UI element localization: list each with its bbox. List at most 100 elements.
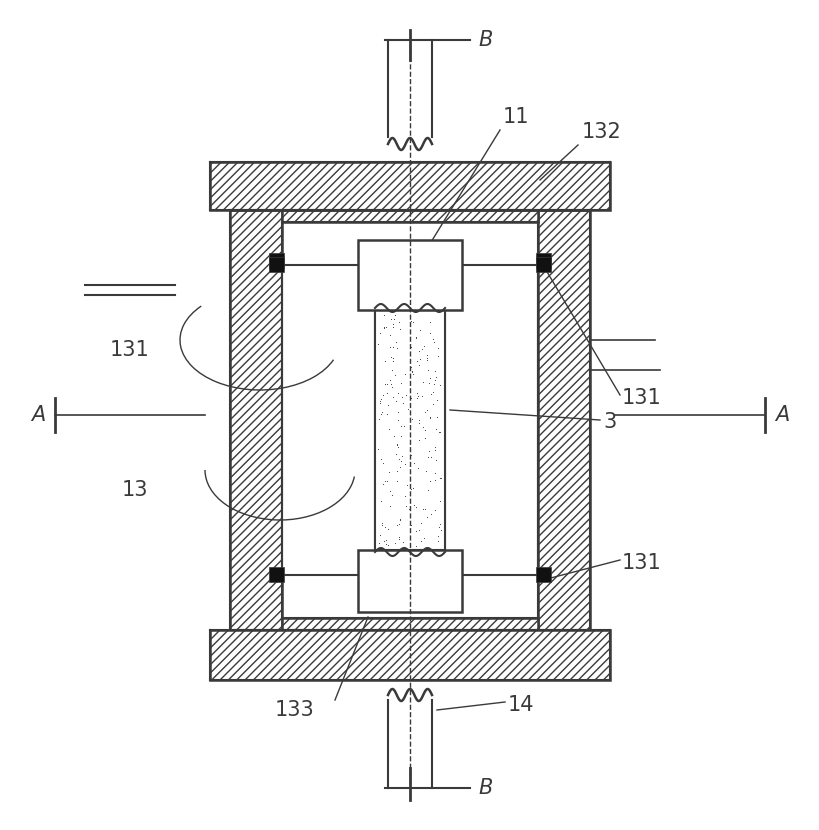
Point	[391, 531, 405, 544]
Point	[432, 530, 445, 543]
Point	[411, 344, 424, 358]
Bar	[536, 567, 550, 582]
Point	[394, 429, 407, 442]
Point	[428, 374, 441, 387]
Point	[409, 524, 422, 537]
Bar	[269, 257, 283, 272]
Point	[423, 411, 437, 424]
Point	[383, 329, 396, 342]
Point	[416, 421, 429, 434]
Point	[403, 317, 416, 330]
Point	[430, 393, 443, 407]
Point	[402, 502, 415, 515]
Point	[424, 388, 437, 401]
Point	[375, 405, 388, 418]
Point	[395, 390, 408, 403]
Point	[412, 416, 425, 429]
Point	[428, 440, 441, 453]
Point	[432, 495, 446, 508]
Point	[414, 535, 427, 548]
Point	[398, 368, 411, 381]
Point	[418, 432, 431, 445]
Point	[421, 483, 434, 496]
Point	[429, 454, 442, 467]
Bar	[269, 253, 283, 268]
Point	[419, 403, 432, 417]
Point	[414, 517, 428, 530]
Bar	[536, 253, 550, 268]
Point	[373, 412, 386, 425]
Point	[388, 309, 401, 322]
Bar	[282, 210, 537, 222]
Point	[382, 422, 395, 436]
Point	[372, 442, 385, 456]
Text: A: A	[774, 405, 788, 425]
Point	[386, 354, 399, 368]
Point	[427, 335, 440, 349]
Point	[387, 312, 400, 325]
Point	[395, 454, 408, 467]
Point	[428, 364, 441, 378]
Point	[411, 461, 424, 475]
Point	[405, 315, 418, 328]
Point	[385, 363, 398, 376]
Point	[423, 371, 436, 384]
Point	[410, 392, 423, 405]
Point	[404, 482, 417, 496]
Point	[373, 396, 387, 409]
Point	[428, 466, 441, 480]
Text: 11: 11	[502, 107, 529, 127]
Point	[397, 419, 410, 432]
Point	[420, 450, 433, 463]
Point	[426, 332, 439, 345]
Bar	[358, 550, 461, 612]
Text: 131: 131	[622, 553, 661, 573]
Point	[391, 518, 405, 531]
Point	[372, 536, 385, 549]
Point	[418, 502, 431, 515]
Point	[423, 412, 436, 425]
Point	[429, 370, 442, 383]
Point	[392, 461, 405, 474]
Point	[377, 309, 390, 322]
Point	[405, 413, 419, 426]
Point	[434, 524, 447, 537]
Point	[376, 457, 389, 470]
Point	[392, 452, 405, 466]
Point	[373, 495, 387, 508]
Bar	[445, 265, 537, 575]
Text: 131: 131	[622, 388, 661, 408]
Point	[412, 413, 425, 427]
Point	[385, 488, 398, 501]
Point	[419, 465, 432, 478]
Point	[386, 317, 399, 330]
Point	[420, 354, 433, 367]
Point	[380, 475, 393, 488]
Point	[403, 530, 416, 543]
Point	[403, 418, 416, 432]
Point	[383, 351, 396, 364]
Point	[390, 437, 403, 451]
Point	[387, 537, 400, 550]
Point	[416, 503, 429, 516]
Point	[391, 405, 404, 418]
Point	[424, 450, 437, 463]
Point	[373, 528, 386, 541]
Point	[431, 535, 444, 548]
Point	[391, 464, 404, 477]
Point	[405, 364, 418, 378]
Point	[414, 323, 427, 336]
Bar	[537, 210, 590, 630]
Bar	[229, 210, 282, 630]
Point	[382, 341, 396, 354]
Text: B: B	[477, 778, 491, 798]
Point	[410, 330, 423, 344]
Text: 131: 131	[110, 340, 150, 360]
Point	[386, 380, 399, 393]
Point	[400, 478, 414, 491]
Point	[404, 391, 417, 404]
Point	[433, 517, 446, 530]
Point	[390, 519, 403, 532]
Point	[373, 394, 386, 408]
Point	[393, 513, 406, 526]
